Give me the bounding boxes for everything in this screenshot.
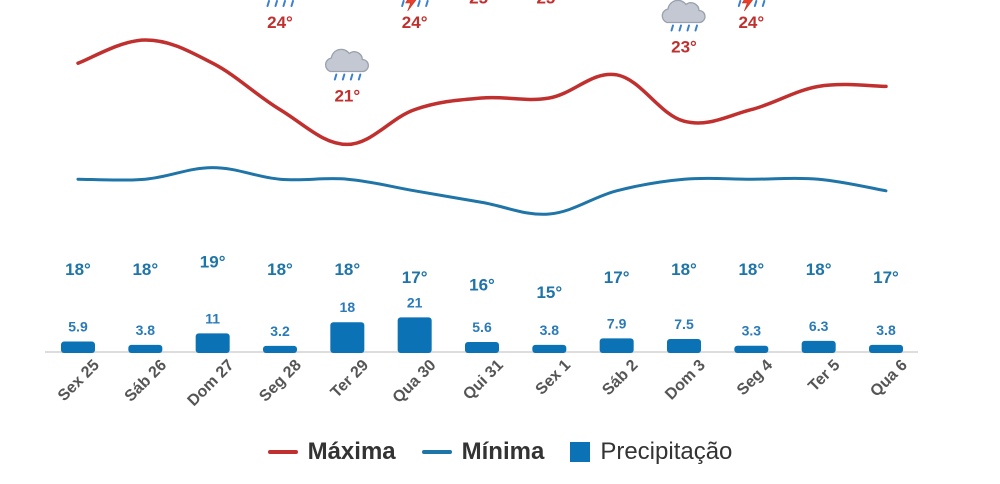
precip-label: 3.8 xyxy=(876,322,896,338)
temperature-lines xyxy=(76,38,888,216)
partly-cloudy-storm-icon xyxy=(401,0,429,12)
precip-bar[interactable] xyxy=(801,340,836,353)
max-temp-label: 21° xyxy=(334,87,360,106)
max-temp-label: 23° xyxy=(671,38,697,57)
precip-label: 3.2 xyxy=(270,323,290,339)
x-tick-labels: Sex 25 Sáb 26 Dom 27 Seg 28 Ter 29 Qua 30 Qui … xyxy=(55,357,911,410)
weather-icons xyxy=(266,0,766,81)
precip-bar[interactable] xyxy=(734,345,769,353)
min-temp-label: 18° xyxy=(806,260,832,279)
precip-bar[interactable] xyxy=(128,344,163,353)
max-temp-label: 25° xyxy=(536,0,562,8)
precip-label: 18 xyxy=(340,299,356,315)
legend-item-precip[interactable]: Precipitação xyxy=(570,438,732,466)
min-temp-label: 18° xyxy=(132,260,158,279)
precip-bar[interactable] xyxy=(532,344,567,353)
max-temp-label: 25° xyxy=(469,0,495,8)
legend-swatch-precip xyxy=(570,442,591,462)
x-tick-label: Seg 28 xyxy=(256,357,305,406)
precip-label: 21 xyxy=(407,294,423,310)
precip-label: 5.6 xyxy=(472,319,492,335)
x-tick-label: Dom 27 xyxy=(185,357,238,410)
legend-swatch-min xyxy=(421,450,452,454)
min-temp-label: 18° xyxy=(738,260,764,279)
precip-label: 7.9 xyxy=(607,315,627,331)
x-tick-label: Sex 25 xyxy=(55,357,103,405)
precip-label: 6.3 xyxy=(809,318,829,334)
max-temp-line xyxy=(76,38,888,147)
precip-bar[interactable] xyxy=(667,339,701,353)
x-tick-label: Qua 6 xyxy=(867,357,911,401)
min-temp-label: 18° xyxy=(334,260,360,279)
x-tick-label: Sáb 2 xyxy=(599,357,641,399)
precipitation-bars xyxy=(61,317,903,353)
precip-label: 11 xyxy=(205,310,220,326)
legend-label-min: Mínima xyxy=(461,438,545,465)
legend-label-precip: Precipitação xyxy=(600,438,733,465)
precip-label: 3.3 xyxy=(742,323,762,339)
x-tick-label: Sex 1 xyxy=(533,357,575,399)
data-labels: 5.93.8113.218215.63.87.97.53.36.33.828°3… xyxy=(65,0,899,339)
min-temp-label: 16° xyxy=(469,275,495,294)
min-temp-label: 18° xyxy=(267,260,293,279)
precip-label: 5.9 xyxy=(68,319,88,335)
min-temp-label: 18° xyxy=(65,260,91,279)
precip-bar[interactable] xyxy=(195,333,230,353)
x-tick-label: Qua 30 xyxy=(390,357,440,407)
precip-label: 3.8 xyxy=(540,322,560,338)
precip-label: 3.8 xyxy=(136,322,156,338)
precip-bar[interactable] xyxy=(330,322,365,353)
min-temp-label: 17° xyxy=(604,268,630,287)
precip-bar[interactable] xyxy=(263,345,297,353)
max-temp-label: 24° xyxy=(267,13,293,32)
precip-bar[interactable] xyxy=(61,341,95,353)
x-tick-label: Ter 29 xyxy=(328,357,373,402)
min-temp-label: 19° xyxy=(200,253,226,272)
min-temp-label: 17° xyxy=(402,268,428,287)
legend-label-max: Máxima xyxy=(307,438,396,465)
legend-item-min[interactable]: Mínima xyxy=(421,438,545,466)
min-temp-line xyxy=(76,166,888,216)
precip-bar[interactable] xyxy=(465,342,499,353)
partly-cloudy-storm-icon xyxy=(737,0,766,12)
min-temp-label: 18° xyxy=(671,260,697,279)
precip-bar[interactable] xyxy=(599,338,634,353)
legend-swatch-max xyxy=(267,450,298,454)
min-temp-label: 15° xyxy=(536,283,562,302)
precip-label: 7.5 xyxy=(674,316,694,332)
legend: Máxima Mínima Precipitação xyxy=(0,432,1000,472)
precip-bar[interactable] xyxy=(869,344,903,353)
precip-bar[interactable] xyxy=(397,317,432,353)
min-temp-label: 17° xyxy=(873,268,899,287)
partly-cloudy-rain-icon xyxy=(266,0,294,7)
max-temp-label: 24° xyxy=(402,13,428,32)
x-tick-label: Ter 5 xyxy=(805,357,843,395)
x-tick-label: Seg 4 xyxy=(734,357,776,399)
x-tick-label: Qui 31 xyxy=(460,357,507,404)
max-temp-label: 24° xyxy=(738,13,764,32)
x-tick-label: Sáb 26 xyxy=(122,357,171,406)
cloudy-rain-icon xyxy=(324,48,369,81)
legend-item-max[interactable]: Máxima xyxy=(267,438,396,466)
cloudy-rain-icon xyxy=(661,0,706,32)
x-tick-label: Dom 3 xyxy=(662,357,709,404)
